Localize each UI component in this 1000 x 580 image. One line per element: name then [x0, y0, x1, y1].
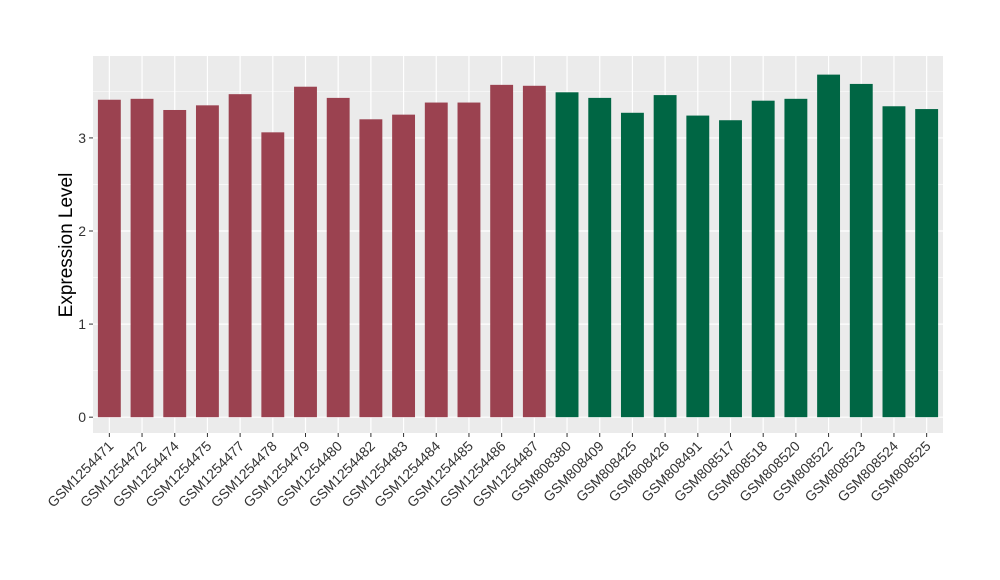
bar-GSM1254487	[522, 85, 546, 418]
bar-GSM1254485	[457, 102, 481, 418]
bar-GSM808426	[653, 95, 677, 418]
plot-panel	[93, 56, 943, 433]
bar-GSM808425	[620, 112, 644, 418]
bar-GSM1254480	[326, 97, 350, 418]
bar-GSM1254486	[490, 84, 514, 418]
bar-GSM1254471	[97, 99, 121, 418]
x-axis: GSM1254471GSM1254472GSM1254474GSM1254475…	[44, 433, 934, 510]
bar-GSM1254483	[392, 114, 416, 418]
bar-GSM1254482	[359, 119, 383, 418]
bar-GSM808518	[751, 100, 775, 418]
bar-GSM808522	[817, 74, 841, 418]
bar-GSM808380	[555, 92, 579, 418]
y-axis: 0 1 2 3	[78, 130, 93, 425]
bar-GSM808523	[849, 83, 873, 418]
bar-GSM808409	[588, 97, 612, 418]
bar-GSM1254475	[195, 105, 219, 418]
bar-GSM1254479	[294, 86, 317, 418]
bar-GSM808525	[915, 109, 939, 418]
bar-GSM808517	[719, 120, 742, 418]
bar-GSM808491	[686, 115, 710, 418]
y-axis-title: Expression Level	[56, 173, 77, 318]
y-tick-label: 1	[78, 316, 86, 332]
bar-GSM1254478	[261, 132, 285, 418]
bar-GSM1254474	[163, 109, 187, 418]
y-tick-label: 2	[78, 223, 86, 239]
bar-GSM1254477	[228, 94, 252, 418]
y-tick-label: 3	[78, 130, 86, 146]
bars	[97, 74, 939, 418]
bar-GSM1254484	[424, 102, 448, 418]
bar-GSM808520	[784, 98, 808, 418]
bar-GSM1254472	[130, 98, 154, 418]
y-tick-label: 0	[78, 409, 86, 425]
bar-GSM808524	[882, 106, 906, 418]
